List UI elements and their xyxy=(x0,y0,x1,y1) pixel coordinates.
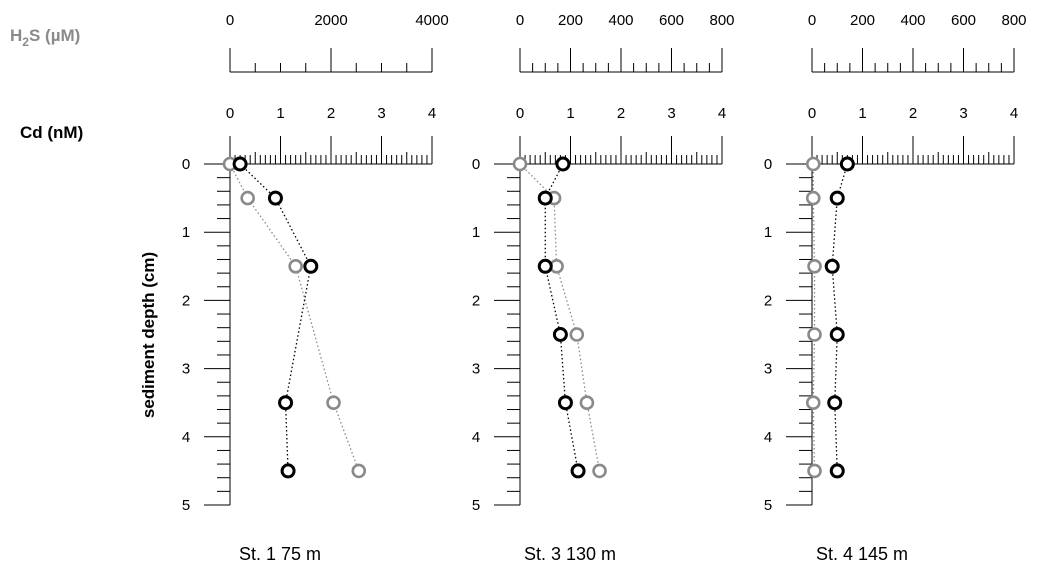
depth-tick-label: 5 xyxy=(182,497,190,514)
cd-series-line xyxy=(831,163,848,471)
h2s-data-point xyxy=(805,190,821,206)
h2s-data-point xyxy=(807,258,822,274)
depth-tick-label: 0 xyxy=(764,156,772,173)
panel-1: 0 2000 4000 0 1 2 3 4 0 1 2 3 4 5 St. 1 75 m xyxy=(182,12,449,564)
h2s-tick-label: 0 xyxy=(226,12,234,29)
cd-tick-label: 2 xyxy=(617,105,625,122)
cd-data-point xyxy=(280,463,296,479)
depth-tick-label: 3 xyxy=(764,361,772,378)
depth-tick-label: 1 xyxy=(764,224,772,241)
cd-tick-label: 1 xyxy=(858,105,866,122)
depth-tick-label: 4 xyxy=(182,429,190,446)
cd-data-point xyxy=(278,395,294,411)
depth-tick-label: 0 xyxy=(472,156,480,173)
depth-tick-label: 5 xyxy=(472,497,480,514)
depth-tick-label: 4 xyxy=(764,429,772,446)
h2s-tick-label: 600 xyxy=(659,12,684,29)
depth-tick-label: 1 xyxy=(472,224,480,241)
h2s-tick-label: 400 xyxy=(900,12,925,29)
cd-data-point xyxy=(552,327,568,342)
cd-data-point xyxy=(829,190,845,206)
panel-3: 0 200 400 600 800 0 1 2 3 4 0 1 2 3 4 5 St. 4 145 m xyxy=(764,12,1027,564)
cd-tick-label: 3 xyxy=(959,105,967,122)
h2s-tick-label: 200 xyxy=(850,12,875,29)
h2s-tick-label: 0 xyxy=(808,12,816,29)
cd-data-point xyxy=(827,395,843,411)
depth-axis-label: sediment depth (cm) xyxy=(139,252,158,418)
h2s-data-point xyxy=(579,395,595,411)
h2s-data-point xyxy=(326,395,341,411)
cd-tick-label: 4 xyxy=(428,105,436,122)
cd-series-line xyxy=(544,163,579,472)
cd-data-point xyxy=(267,190,283,206)
h2s-data-point xyxy=(805,395,821,411)
depth-tick-label: 0 xyxy=(182,156,190,173)
depth-tick-label: 5 xyxy=(764,497,772,514)
cd-data-point xyxy=(829,327,845,342)
station-label: St. 3 130 m xyxy=(524,544,616,564)
h2s-data-point xyxy=(288,258,303,274)
cd-tick-label: 4 xyxy=(1010,105,1018,122)
cd-data-point xyxy=(232,156,248,172)
depth-tick-label: 3 xyxy=(472,361,480,378)
station-label: St. 1 75 m xyxy=(239,544,321,564)
cd-tick-label: 0 xyxy=(516,105,524,122)
h2s-series-line xyxy=(812,164,816,471)
cd-tick-label: 1 xyxy=(276,105,284,122)
cd-tick-label: 0 xyxy=(226,105,234,122)
h2s-data-point xyxy=(240,190,255,206)
cd-data-point xyxy=(537,258,553,274)
depth-tick-label: 2 xyxy=(182,292,190,309)
depth-tick-label: 3 xyxy=(182,361,190,378)
cd-tick-label: 1 xyxy=(566,105,574,122)
station-label: St. 4 145 m xyxy=(816,544,908,564)
cd-data-point xyxy=(557,395,573,411)
cd-data-point xyxy=(570,463,586,479)
depth-tick-label: 2 xyxy=(472,292,480,309)
cd-data-point xyxy=(537,190,553,206)
depth-tick-label: 2 xyxy=(764,292,772,309)
h2s-data-point xyxy=(805,156,821,172)
cd-tick-label: 2 xyxy=(327,105,335,122)
h2s-data-point xyxy=(592,463,607,479)
cd-tick-label: 3 xyxy=(377,105,385,122)
cd-tick-label: 3 xyxy=(667,105,675,122)
h2s-tick-label: 200 xyxy=(558,12,583,29)
h2s-data-point xyxy=(351,463,367,479)
h2s-tick-label: 400 xyxy=(608,12,633,29)
h2s-tick-label: 4000 xyxy=(415,12,448,29)
h2s-data-point xyxy=(807,327,822,342)
cd-tick-label: 0 xyxy=(808,105,816,122)
h2s-data-point xyxy=(807,463,822,479)
h2s-tick-label: 0 xyxy=(516,12,524,29)
cd-tick-label: 2 xyxy=(909,105,917,122)
h2s-data-point xyxy=(569,327,585,342)
h2s-tick-label: 2000 xyxy=(314,12,347,29)
depth-tick-label: 1 xyxy=(182,224,190,241)
depth-tick-label: 4 xyxy=(472,429,480,446)
h2s-data-point xyxy=(512,156,528,172)
cd-data-point xyxy=(824,258,840,274)
cd-axis-label: Cd (nM) xyxy=(20,123,83,142)
h2s-axis-label: H2S (µM) xyxy=(10,26,80,49)
h2s-series-line xyxy=(229,163,360,472)
cd-data-point xyxy=(839,156,855,172)
h2s-tick-label: 800 xyxy=(1001,12,1026,29)
h2s-series-line xyxy=(519,163,601,472)
panel-2: 0 200 400 600 800 0 1 2 3 4 0 1 2 3 4 5 St. 3 130 m xyxy=(472,12,735,564)
h2s-tick-label: 600 xyxy=(951,12,976,29)
cd-tick-label: 4 xyxy=(718,105,726,122)
cd-data-point xyxy=(303,258,319,274)
h2s-tick-label: 800 xyxy=(709,12,734,29)
cd-series-line xyxy=(239,163,312,471)
cd-data-point xyxy=(555,156,571,172)
cd-data-point xyxy=(829,463,845,479)
